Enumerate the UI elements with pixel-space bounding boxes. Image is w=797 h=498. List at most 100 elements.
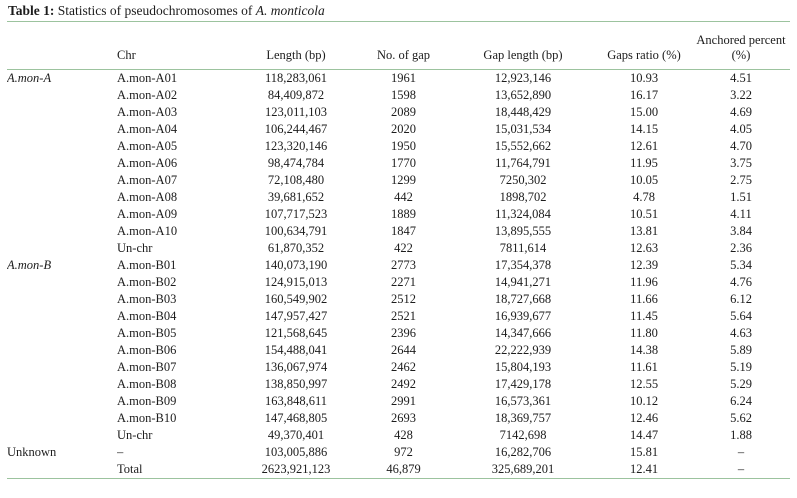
header-group (7, 21, 117, 70)
cell-anchored-percent: – (737, 445, 745, 459)
cell-chr: A.mon-B05 (117, 326, 177, 340)
cell-no-of-gap: 1889 (391, 207, 416, 221)
cell-anchored-percent: 6.24 (730, 394, 752, 408)
cell-anchored-percent: 3.84 (730, 224, 752, 238)
cell-group-label (7, 189, 117, 206)
cell-length: 140,073,190 (264, 258, 328, 272)
cell-no-of-gap: 1950 (391, 139, 416, 153)
table-row: A.mon-B06 154,488,041 2644 22,222,939 14… (7, 342, 790, 359)
cell-anchored-percent: 1.51 (730, 190, 752, 204)
header-no-of-gap: No. of gap (357, 21, 450, 70)
cell-chr: A.mon-B02 (117, 275, 177, 289)
cell-chr: A.mon-A03 (117, 105, 178, 119)
cell-gap-length: 1898,702 (499, 190, 547, 204)
cell-anchored-percent: 4.70 (730, 139, 752, 153)
cell-no-of-gap: 972 (394, 445, 413, 459)
cell-no-of-gap: 2512 (391, 292, 416, 306)
cell-length: 84,409,872 (267, 88, 325, 102)
cell-no-of-gap: 1847 (391, 224, 416, 238)
cell-group-label (7, 410, 117, 427)
header-gap-length: Gap length (bp) (450, 21, 596, 70)
table-row: Un-chr 49,370,401 428 7142,698 14.47 1.8… (7, 427, 790, 444)
table-caption-species: A. monticola (255, 3, 325, 18)
cell-group-label (7, 155, 117, 172)
cell-anchored-percent: 4.05 (730, 122, 752, 136)
cell-group-label (7, 104, 117, 121)
cell-group-label (7, 121, 117, 138)
cell-no-of-gap: 2773 (391, 258, 416, 272)
header-anchored-percent: Anchored percent (%) (692, 21, 790, 70)
cell-gaps-ratio: 12.61 (629, 139, 659, 153)
cell-anchored-percent: 3.75 (730, 156, 752, 170)
cell-anchored-percent: 4.69 (730, 105, 752, 119)
cell-length: 39,681,652 (267, 190, 325, 204)
cell-gap-length: 325,689,201 (491, 462, 555, 476)
cell-chr: A.mon-B04 (117, 309, 177, 323)
cell-chr: A.mon-A04 (117, 122, 178, 136)
cell-no-of-gap: 2521 (391, 309, 416, 323)
cell-length: 136,067,974 (264, 360, 328, 374)
table-caption: Table 1: Statistics of pseudochromosomes… (7, 1, 790, 21)
cell-anchored-percent: 4.76 (730, 275, 752, 289)
cell-gaps-ratio: 16.17 (629, 88, 659, 102)
cell-no-of-gap: 2271 (391, 275, 416, 289)
cell-group-label (7, 427, 117, 444)
table-row: A.mon-A09 107,717,523 1889 11,324,084 10… (7, 206, 790, 223)
cell-length: 106,244,467 (264, 122, 328, 136)
cell-gaps-ratio: 12.41 (629, 462, 659, 476)
cell-chr: – (117, 445, 124, 459)
cell-chr: A.mon-B09 (117, 394, 177, 408)
cell-no-of-gap: 2020 (391, 122, 416, 136)
cell-anchored-percent: 5.29 (730, 377, 752, 391)
cell-no-of-gap: 1770 (391, 156, 416, 170)
cell-gaps-ratio: 11.66 (630, 292, 658, 306)
cell-length: 98,474,784 (267, 156, 325, 170)
cell-group-label (7, 359, 117, 376)
cell-chr: A.mon-A06 (117, 156, 178, 170)
cell-chr: Un-chr (117, 241, 153, 255)
cell-no-of-gap: 1598 (391, 88, 416, 102)
cell-length: 121,568,645 (264, 326, 328, 340)
table-header: Chr Length (bp) No. of gap Gap length (b… (7, 21, 790, 70)
cell-gap-length: 13,895,555 (494, 224, 552, 238)
cell-length: 138,850,997 (264, 377, 328, 391)
cell-group-label (7, 223, 117, 240)
cell-length: 49,370,401 (267, 428, 325, 442)
table-caption-text: Statistics of pseudochromosomes of (54, 3, 256, 18)
cell-gap-length: 17,429,178 (494, 377, 552, 391)
cell-length: 123,011,103 (264, 105, 328, 119)
cell-length: 2623,921,123 (261, 462, 331, 476)
cell-no-of-gap: 2396 (391, 326, 416, 340)
table-row: A.mon-B02 124,915,013 2271 14,941,271 11… (7, 274, 790, 291)
cell-gap-length: 11,764,791 (495, 156, 551, 170)
cell-gap-length: 15,552,662 (494, 139, 552, 153)
table-row: A.mon-B09 163,848,611 2991 16,573,361 10… (7, 393, 790, 410)
table-row: A.mon-A03 123,011,103 2089 18,448,429 15… (7, 104, 790, 121)
cell-group-label: A.mon-B (7, 258, 52, 272)
table-row: Unknown – 103,005,886 972 16,282,706 15.… (7, 444, 790, 461)
cell-anchored-percent: 5.19 (730, 360, 752, 374)
table-row: A.mon-A05 123,320,146 1950 15,552,662 12… (7, 138, 790, 155)
cell-gaps-ratio: 11.61 (630, 360, 658, 374)
cell-anchored-percent: 6.12 (730, 292, 752, 306)
cell-anchored-percent: 2.75 (730, 173, 752, 187)
cell-chr: A.mon-A01 (117, 71, 178, 85)
cell-length: 100,634,791 (264, 224, 328, 238)
cell-gaps-ratio: 4.78 (633, 190, 655, 204)
header-anchored-percent-line2: (%) (731, 48, 751, 62)
cell-gap-length: 12,923,146 (494, 71, 552, 85)
cell-group-label: A.mon-A (7, 71, 52, 85)
cell-length: 107,717,523 (264, 207, 328, 221)
cell-group-label (7, 393, 117, 410)
cell-anchored-percent: – (737, 462, 745, 476)
cell-no-of-gap: 2462 (391, 360, 416, 374)
cell-length: 118,283,061 (264, 71, 328, 85)
header-anchored-percent-line1: Anchored percent (696, 33, 786, 47)
cell-no-of-gap: 2991 (391, 394, 416, 408)
cell-no-of-gap: 2089 (391, 105, 416, 119)
cell-length: 147,957,427 (264, 309, 328, 323)
cell-gap-length: 14,347,666 (494, 326, 552, 340)
cell-chr: A.mon-A05 (117, 139, 178, 153)
table-row: A.mon-B04 147,957,427 2521 16,939,677 11… (7, 308, 790, 325)
table-header-row: Chr Length (bp) No. of gap Gap length (b… (7, 21, 790, 70)
